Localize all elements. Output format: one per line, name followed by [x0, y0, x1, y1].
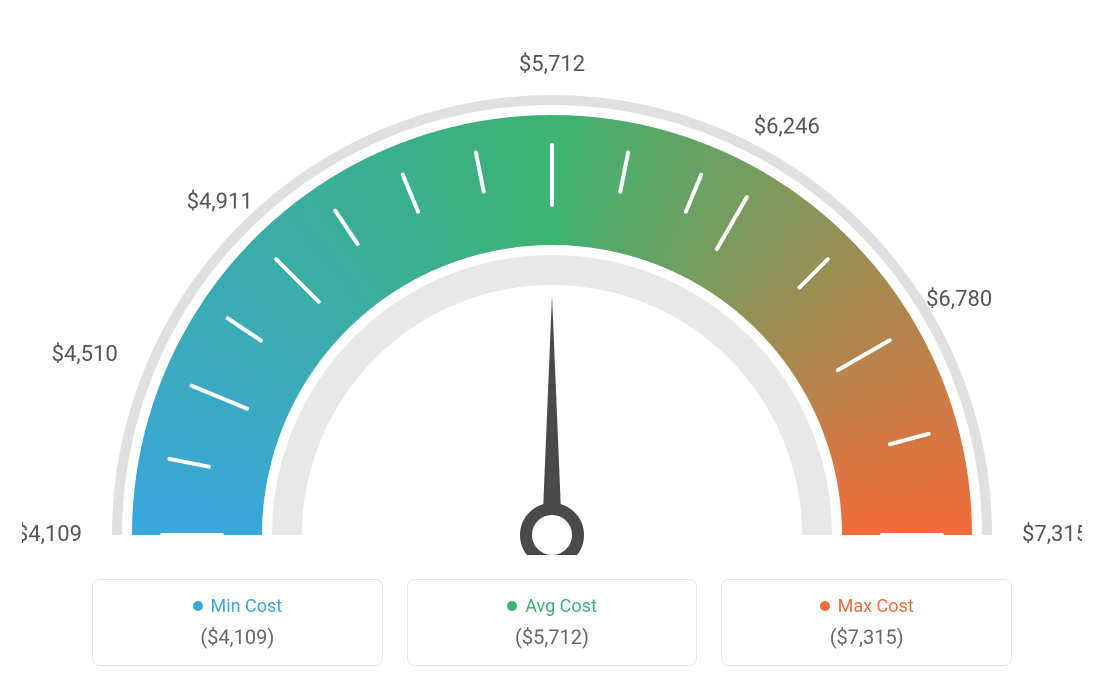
legend-max-title: Max Cost	[820, 596, 914, 617]
scale-label: $5,712	[519, 51, 585, 76]
legend-min-card: Min Cost ($4,109)	[92, 579, 383, 666]
needle	[542, 295, 562, 535]
scale-label: $4,510	[52, 341, 118, 366]
scale-label: $6,780	[926, 287, 992, 312]
legend-min-title: Min Cost	[193, 596, 283, 617]
legend-max-card: Max Cost ($7,315)	[721, 579, 1012, 666]
legend-min-title-text: Min Cost	[211, 596, 283, 617]
scale-label: $4,911	[187, 189, 253, 214]
legend-max-dot	[820, 601, 830, 611]
cost-gauge-chart: $4,109 $4,510 $4,911 $5,712 $6,246 $6,780 $7,3…	[22, 25, 1082, 666]
scale-label: $4,109	[22, 521, 82, 546]
legend-row: Min Cost ($4,109) Avg Cost ($5,712) Max …	[92, 579, 1012, 666]
legend-avg-card: Avg Cost ($5,712)	[407, 579, 698, 666]
legend-avg-value: ($5,712)	[515, 625, 589, 649]
scale-label: $7,315	[1022, 521, 1082, 546]
needle-hub	[526, 509, 578, 555]
scale-label: $6,246	[754, 114, 820, 139]
legend-avg-dot	[507, 601, 517, 611]
legend-max-title-text: Max Cost	[838, 596, 914, 617]
legend-avg-title: Avg Cost	[507, 596, 597, 617]
legend-max-value: ($7,315)	[830, 625, 904, 649]
gauge-svg: $4,109 $4,510 $4,911 $5,712 $6,246 $6,780 $7,3…	[22, 25, 1082, 555]
legend-avg-title-text: Avg Cost	[525, 596, 597, 617]
legend-min-value: ($4,109)	[200, 625, 274, 649]
legend-min-dot	[193, 601, 203, 611]
